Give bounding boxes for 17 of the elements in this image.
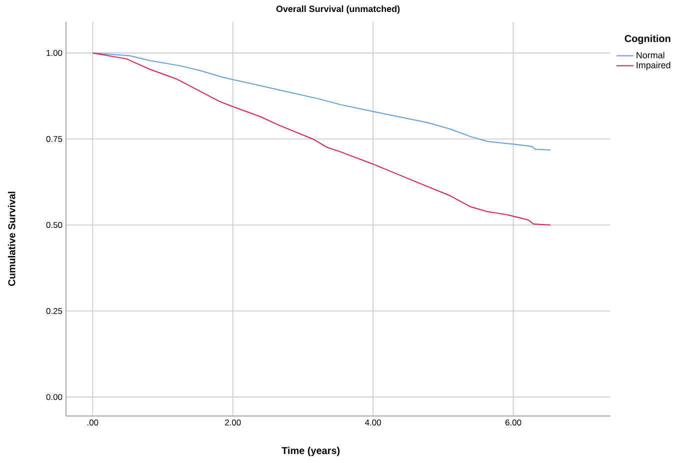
y-tick-label: 1.00 (46, 50, 62, 56)
y-tick-label: 0.25 (46, 308, 62, 314)
y-tick-label: 0.75 (46, 136, 62, 142)
line-series (92, 52, 551, 226)
y-axis-title: Cumulative Survival (8, 192, 16, 286)
y-tick-label: 0.50 (46, 222, 62, 228)
x-tick-label: 4.00 (365, 420, 381, 426)
x-tick-label: 6.00 (505, 420, 522, 426)
chart-title: Overall Survival (unmatched) (276, 5, 400, 14)
line-series (92, 52, 551, 150)
legend-title: Cognition (624, 34, 670, 44)
x-tick-label: 2.00 (225, 420, 241, 426)
x-tick-label: .00 (88, 420, 98, 426)
x-axis-title: Time (years) (282, 446, 340, 456)
y-tick-label: 0.00 (46, 394, 62, 400)
legend-label: Impaired (636, 62, 670, 70)
legend-label: Normal (636, 52, 664, 58)
